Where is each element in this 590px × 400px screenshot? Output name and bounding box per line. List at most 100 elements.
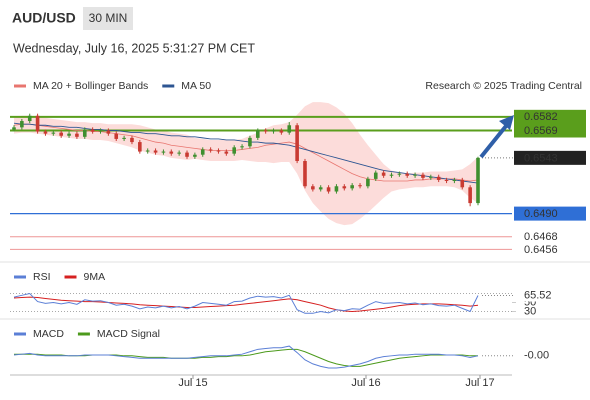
timestamp: Wednesday, July 16, 2025 5:31:27 PM CET	[13, 41, 255, 55]
candle-body	[27, 115, 32, 122]
candle-body	[232, 147, 237, 154]
level-label: 0.6490	[524, 208, 558, 220]
candle-body	[35, 115, 40, 132]
candle-body	[51, 132, 56, 134]
legend-label: MA 50	[181, 80, 211, 92]
candle-body	[287, 125, 292, 133]
candle-body	[200, 149, 205, 155]
candle-body	[334, 186, 339, 192]
last-value-label: -0.00	[524, 350, 549, 362]
candle-body	[444, 179, 449, 181]
legend-label: MA 20 + Bollinger Bands	[33, 80, 148, 92]
legend-label: 9MA	[84, 271, 106, 283]
candle-body	[43, 131, 48, 134]
candle-body	[82, 129, 87, 137]
bollinger-band	[14, 102, 478, 226]
candle-body	[381, 172, 386, 176]
candle-body	[138, 142, 142, 152]
candle-body	[161, 151, 166, 153]
candle-body	[193, 154, 197, 157]
candle-body	[405, 173, 410, 176]
interval: 30 MIN	[89, 11, 128, 25]
legend-label: RSI	[33, 271, 51, 283]
candle-body	[59, 132, 63, 136]
x-tick-label: Jul 17	[465, 377, 494, 389]
x-tick-label: Jul 15	[178, 377, 207, 389]
candle-body	[421, 174, 425, 178]
projection-arrow	[479, 115, 514, 159]
x-tick-label: Jul 16	[351, 377, 380, 389]
candle-body	[295, 125, 299, 162]
candle-body	[224, 151, 229, 154]
candle-body	[122, 137, 126, 139]
candle-body	[303, 161, 307, 187]
candle-body	[216, 150, 221, 152]
level-label-box	[514, 150, 586, 165]
candle-body	[279, 130, 284, 133]
legend-label: MACD Signal	[97, 328, 160, 340]
candle-body	[271, 130, 276, 132]
level-label: 0.6468	[524, 231, 558, 243]
level-label: 0.6569	[524, 125, 558, 137]
credit: Research © 2025 Trading Central	[425, 80, 582, 92]
last-value-bg	[520, 349, 554, 362]
candle-body	[255, 130, 260, 138]
candle-body	[468, 187, 472, 204]
candle-body	[311, 186, 315, 190]
y-tick-label: 30	[524, 305, 536, 317]
candle-body	[106, 130, 111, 134]
candle-body	[358, 185, 362, 187]
candle-body	[436, 176, 441, 180]
candle-body	[452, 179, 457, 181]
candle-body	[240, 146, 244, 148]
candle-body	[397, 173, 402, 175]
arrow-shaft	[479, 124, 508, 159]
candle-body	[373, 172, 378, 179]
candle-body	[114, 133, 119, 139]
candle-body	[169, 151, 174, 154]
level-label: 0.6456	[524, 244, 558, 256]
level-label: 0.6582	[524, 111, 558, 123]
candle-body	[98, 130, 103, 132]
indicator-line	[13, 296, 479, 313]
candle-body	[153, 150, 158, 153]
ma-line	[13, 122, 479, 184]
candle-body	[342, 186, 347, 189]
candle-body	[326, 187, 331, 192]
candle-body	[389, 174, 394, 176]
candle-body	[90, 129, 95, 132]
level-label: 0.6543	[524, 152, 558, 164]
candle-body	[75, 133, 79, 137]
candle-body	[476, 157, 480, 204]
level-label-box	[514, 206, 586, 221]
candle-body	[67, 133, 71, 136]
candle-body	[460, 179, 465, 188]
candle-body	[318, 187, 323, 190]
candle-body	[350, 185, 354, 189]
candle-body	[177, 152, 181, 154]
candle-body	[20, 121, 24, 128]
level-label-box	[514, 123, 586, 138]
last-value-label: 65.52	[524, 289, 552, 301]
last-value-bg	[520, 289, 554, 302]
candle-body	[208, 149, 213, 151]
candle-body	[429, 176, 433, 178]
indicator-line	[13, 292, 479, 314]
level-label-box	[514, 109, 586, 124]
candle-body	[185, 152, 189, 157]
candle-body	[130, 137, 134, 143]
candle-body	[413, 174, 417, 176]
candle-body	[12, 127, 16, 130]
candle-body	[366, 178, 370, 187]
candle-body	[145, 150, 150, 152]
candle-body	[263, 130, 268, 132]
candle-body	[248, 137, 252, 147]
symbol: AUD/USD	[12, 10, 76, 26]
interval-badge	[83, 7, 133, 30]
legend-label: MACD	[33, 328, 64, 340]
indicator-line	[13, 345, 479, 369]
